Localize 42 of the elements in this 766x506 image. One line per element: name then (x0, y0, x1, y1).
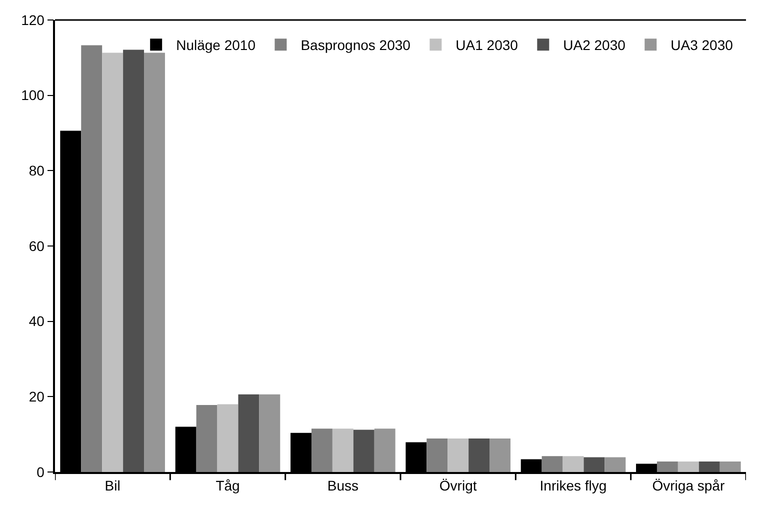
bar (102, 52, 124, 472)
x-tick-label: Inrikes flyg (540, 478, 607, 494)
bar (196, 404, 218, 472)
bar (698, 461, 720, 472)
bar (144, 52, 165, 472)
bar (562, 456, 584, 472)
bar (353, 430, 374, 472)
bar (426, 438, 448, 472)
y-tick-label: 0 (36, 464, 45, 480)
y-tick-label: 60 (28, 238, 45, 254)
y-tick-label: 100 (21, 87, 45, 104)
legend-label: Basprognos 2030 (300, 37, 411, 54)
x-tick-label: Övrigt (439, 478, 477, 494)
bar (448, 438, 469, 472)
bar (584, 457, 605, 472)
bar (542, 456, 563, 472)
y-tick-label: 20 (28, 388, 45, 405)
y-tick-label: 120 (21, 12, 45, 28)
legend-label: UA2 2030 (563, 37, 626, 54)
x-tick-label: Övriga spår (652, 478, 725, 494)
bar (311, 428, 332, 472)
bar (720, 461, 741, 472)
y-tick-label: 40 (28, 313, 45, 330)
bar (238, 394, 260, 472)
legend-label: Nuläge 2010 (176, 37, 256, 54)
bar (217, 404, 238, 472)
bar (490, 438, 510, 472)
bar (374, 428, 396, 472)
bar (468, 438, 490, 472)
x-tick-label: Tåg (216, 478, 240, 494)
bar (332, 428, 354, 472)
legend-label: UA3 2030 (670, 37, 734, 54)
x-tick-label: Buss (327, 478, 358, 494)
bar (656, 461, 678, 472)
bar (604, 457, 626, 472)
bar (259, 394, 280, 472)
bar (81, 45, 102, 472)
y-tick-label: 80 (28, 162, 45, 179)
bar (678, 461, 699, 472)
x-tick-label: Bil (104, 478, 120, 494)
legend-label: UA1 2030 (456, 37, 518, 54)
bar (123, 50, 144, 472)
